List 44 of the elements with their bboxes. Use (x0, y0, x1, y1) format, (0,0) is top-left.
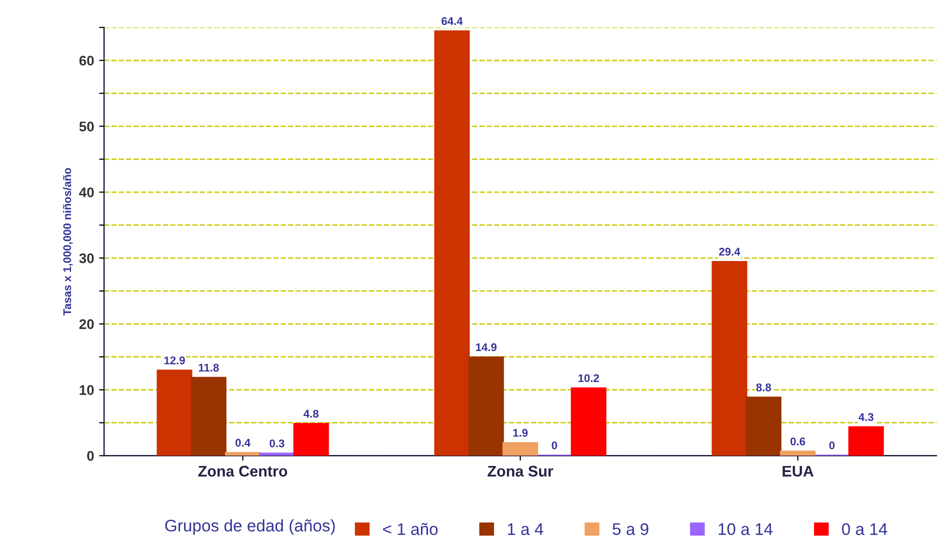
bar (502, 442, 538, 456)
bar (434, 30, 470, 456)
data-label: 0.6 (790, 437, 806, 446)
legend-label: 1 a 4 (508, 523, 544, 536)
data-label: 0 (829, 441, 835, 450)
y-tick-label: 40 (79, 187, 94, 198)
x-tick-label: EUA (782, 466, 814, 477)
x-tick-label: Zona Centro (198, 466, 288, 477)
y-tick-label: 20 (79, 319, 94, 330)
legend-title: Grupos de edad (años) (165, 519, 335, 535)
x-tick-label: Zona Sur (488, 466, 554, 477)
bar (780, 450, 816, 456)
bar (848, 426, 884, 456)
data-label: 0.3 (270, 439, 284, 448)
y-tick-label: 50 (79, 122, 94, 132)
legend-label: 10 a 14 (718, 523, 773, 536)
data-label: 10.2 (578, 374, 599, 382)
bar (712, 260, 748, 456)
data-label: 0.4 (236, 438, 250, 447)
bar (570, 387, 606, 456)
bar (746, 396, 782, 456)
bar (190, 376, 226, 456)
data-label: 4.3 (858, 413, 874, 421)
data-label: 29.4 (719, 248, 740, 256)
data-label: 0 (552, 441, 558, 450)
y-tick-label: 60 (79, 56, 94, 66)
bar (468, 356, 504, 456)
legend-label: 0 a 14 (842, 523, 888, 536)
legend-label: < 1 año (383, 522, 438, 536)
y-axis-title: Tasas x 1,000,000 niños/año (62, 168, 73, 316)
legend-label: 5 a 9 (612, 523, 648, 536)
data-label: 14.9 (476, 343, 497, 352)
data-label: 8.8 (756, 383, 772, 392)
bar (225, 452, 261, 456)
y-tick-label: 0 (87, 451, 94, 461)
bar (293, 423, 329, 456)
data-label: 64.4 (442, 17, 463, 26)
data-label: 1.9 (513, 428, 528, 437)
bar (156, 370, 192, 456)
y-tick-label: 10 (80, 385, 94, 395)
y-tick-label: 30 (79, 253, 94, 264)
data-label: 11.8 (198, 364, 219, 372)
data-label: 12.9 (164, 356, 185, 364)
data-label: 4.8 (304, 410, 318, 418)
